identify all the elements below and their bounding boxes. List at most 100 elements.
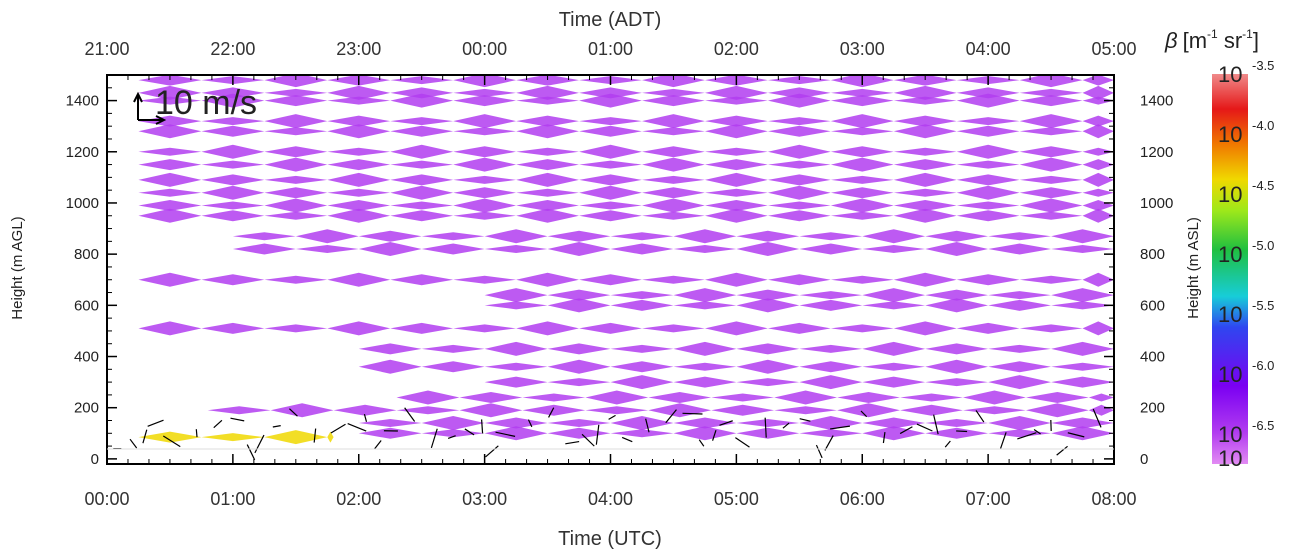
colorbar-title-mid: sr (1218, 28, 1242, 53)
x-tick-label-top: 01:00 (588, 39, 633, 59)
x-tick-label-bottom: 01:00 (210, 489, 255, 509)
wind-vector (595, 424, 600, 445)
y-tick-label-left: 800 (74, 246, 99, 263)
colorbar-tick-base: 10 (1218, 302, 1242, 327)
backscatter-layer (358, 359, 1114, 374)
backscatter-layer (138, 172, 1114, 187)
wind-vector (142, 429, 148, 444)
colorbar-tick-base: 10 (1218, 182, 1242, 207)
wind-reference-arrow (133, 91, 167, 125)
wind-reference: 10 m/s (133, 84, 257, 125)
wind-vector (764, 417, 767, 438)
wind-vector (147, 419, 164, 427)
y-tick-label-right: 1200 (1140, 144, 1173, 161)
colorbar-tick-exponent: -6.5 (1252, 418, 1274, 433)
wind-vector (830, 425, 850, 430)
x-tick-label-bottom: 08:00 (1091, 489, 1136, 509)
backscatter-layer (138, 144, 1114, 159)
colorbar-tick-exponent: -4.5 (1252, 178, 1274, 193)
y-tick-label-right: 0 (1140, 451, 1148, 468)
y-tick-label-left: 1000 (66, 195, 99, 212)
backscatter-layer (358, 426, 1114, 441)
x-tick-label-bottom: 06:00 (840, 489, 885, 509)
wind-vector (782, 422, 790, 429)
wind-vector (882, 432, 886, 444)
backscatter-layer (484, 375, 1114, 390)
wind-vector (195, 429, 198, 438)
y-tick-label-left: 400 (74, 349, 99, 366)
wind-vector (548, 407, 555, 418)
colorbar-title-exp2: -1 (1242, 27, 1253, 41)
colorbar-tick-base: 10 (1218, 122, 1242, 147)
x-tick-label-top: 03:00 (840, 39, 885, 59)
backscatter-layer (484, 298, 1114, 313)
colorbar-title-exp1: -1 (1207, 27, 1218, 41)
colorbar-tick-exponent: -4.0 (1252, 118, 1274, 133)
x-tick-label-bottom: 02:00 (336, 489, 381, 509)
backscatter-layer (138, 157, 1114, 172)
wind-vector (645, 418, 650, 433)
y-axis-title-left: Height (m AGL) (9, 216, 26, 319)
colorbar-title: β [m-1 sr-1] (1164, 27, 1259, 53)
wind-vector (1000, 432, 1007, 449)
colorbar-tick-base: 10 (1218, 422, 1242, 447)
backscatter-layer (358, 416, 1114, 431)
backscatter-layer (138, 321, 1114, 336)
colorbar-ticks: 10 -3.5 10 -4.0 10 -4.5 10 -5.0 10 -5.5 10 -6.0 10 -6… (1218, 58, 1274, 471)
wind-vector (447, 435, 456, 439)
x-tick-label-top: 04:00 (966, 39, 1011, 59)
backscatter-layer (138, 85, 1114, 100)
wind-vector (485, 445, 499, 458)
y-tick-label-right: 400 (1140, 349, 1165, 366)
wind-vector (404, 407, 416, 422)
x-tick-label-top: 21:00 (84, 39, 129, 59)
wind-vector (799, 418, 811, 422)
y-tick-label-right: 200 (1140, 400, 1165, 417)
wind-vector (933, 414, 939, 435)
backscatter-layer (207, 403, 1114, 418)
colorbar-tick-exponent: -5.5 (1252, 298, 1274, 313)
backscatter-layer (138, 185, 1114, 200)
axis-ticks: 00:00 01:00 02:00 03:00 04:00 05:00 06:00 07:00… (66, 39, 1174, 509)
wind-vector (254, 434, 265, 454)
wind-vector (621, 436, 633, 443)
wind-vector (430, 428, 438, 449)
x-tick-label-bottom: 04:00 (588, 489, 633, 509)
x-tick-label-top: 00:00 (462, 39, 507, 59)
x-tick-label-top: 05:00 (1091, 39, 1136, 59)
wind-vector (824, 435, 834, 451)
colorbar: β [m-1 sr-1] 10 -3.510 -4.010 -4.510 -5.010 -5… (1164, 27, 1274, 471)
wind-vector (608, 414, 616, 420)
wind-vector (481, 419, 484, 434)
y-tick-label-right: 600 (1140, 297, 1165, 314)
wind-vector (712, 430, 717, 441)
colorbar-tick-base: 10 (1218, 446, 1242, 471)
wind-vector (495, 431, 516, 437)
backscatter-layer (138, 124, 1114, 139)
wind-vector (288, 408, 298, 417)
colorbar-tick-exponent: -3.5 (1252, 58, 1274, 73)
backscatter-layer (138, 208, 1114, 223)
wind-reference-label: 10 m/s (155, 84, 257, 122)
wind-vector (129, 438, 138, 449)
x-tick-label-top: 23:00 (336, 39, 381, 59)
colorbar-tick-base: 10 (1218, 242, 1242, 267)
y-tick-label-right: 1000 (1140, 195, 1173, 212)
backscatter-layer (138, 93, 1114, 108)
colorbar-title-end: ] (1253, 28, 1259, 53)
wind-vector (899, 426, 913, 435)
backscatter-layer (358, 341, 1114, 356)
y-tick-label-left: 0 (91, 451, 99, 468)
wind-vector (665, 409, 677, 424)
wind-vector (373, 440, 382, 450)
wind-vector (944, 440, 951, 448)
colorbar-tick-base: 10 (1218, 362, 1242, 387)
wind-vector (581, 433, 595, 447)
wind-vector (330, 423, 346, 434)
backscatter-layer (138, 430, 334, 445)
colorbar-title-symbol: β (1164, 28, 1178, 53)
wind-vector (213, 419, 223, 429)
y-tick-label-right: 800 (1140, 246, 1165, 263)
backscatter-layer (232, 242, 1114, 257)
